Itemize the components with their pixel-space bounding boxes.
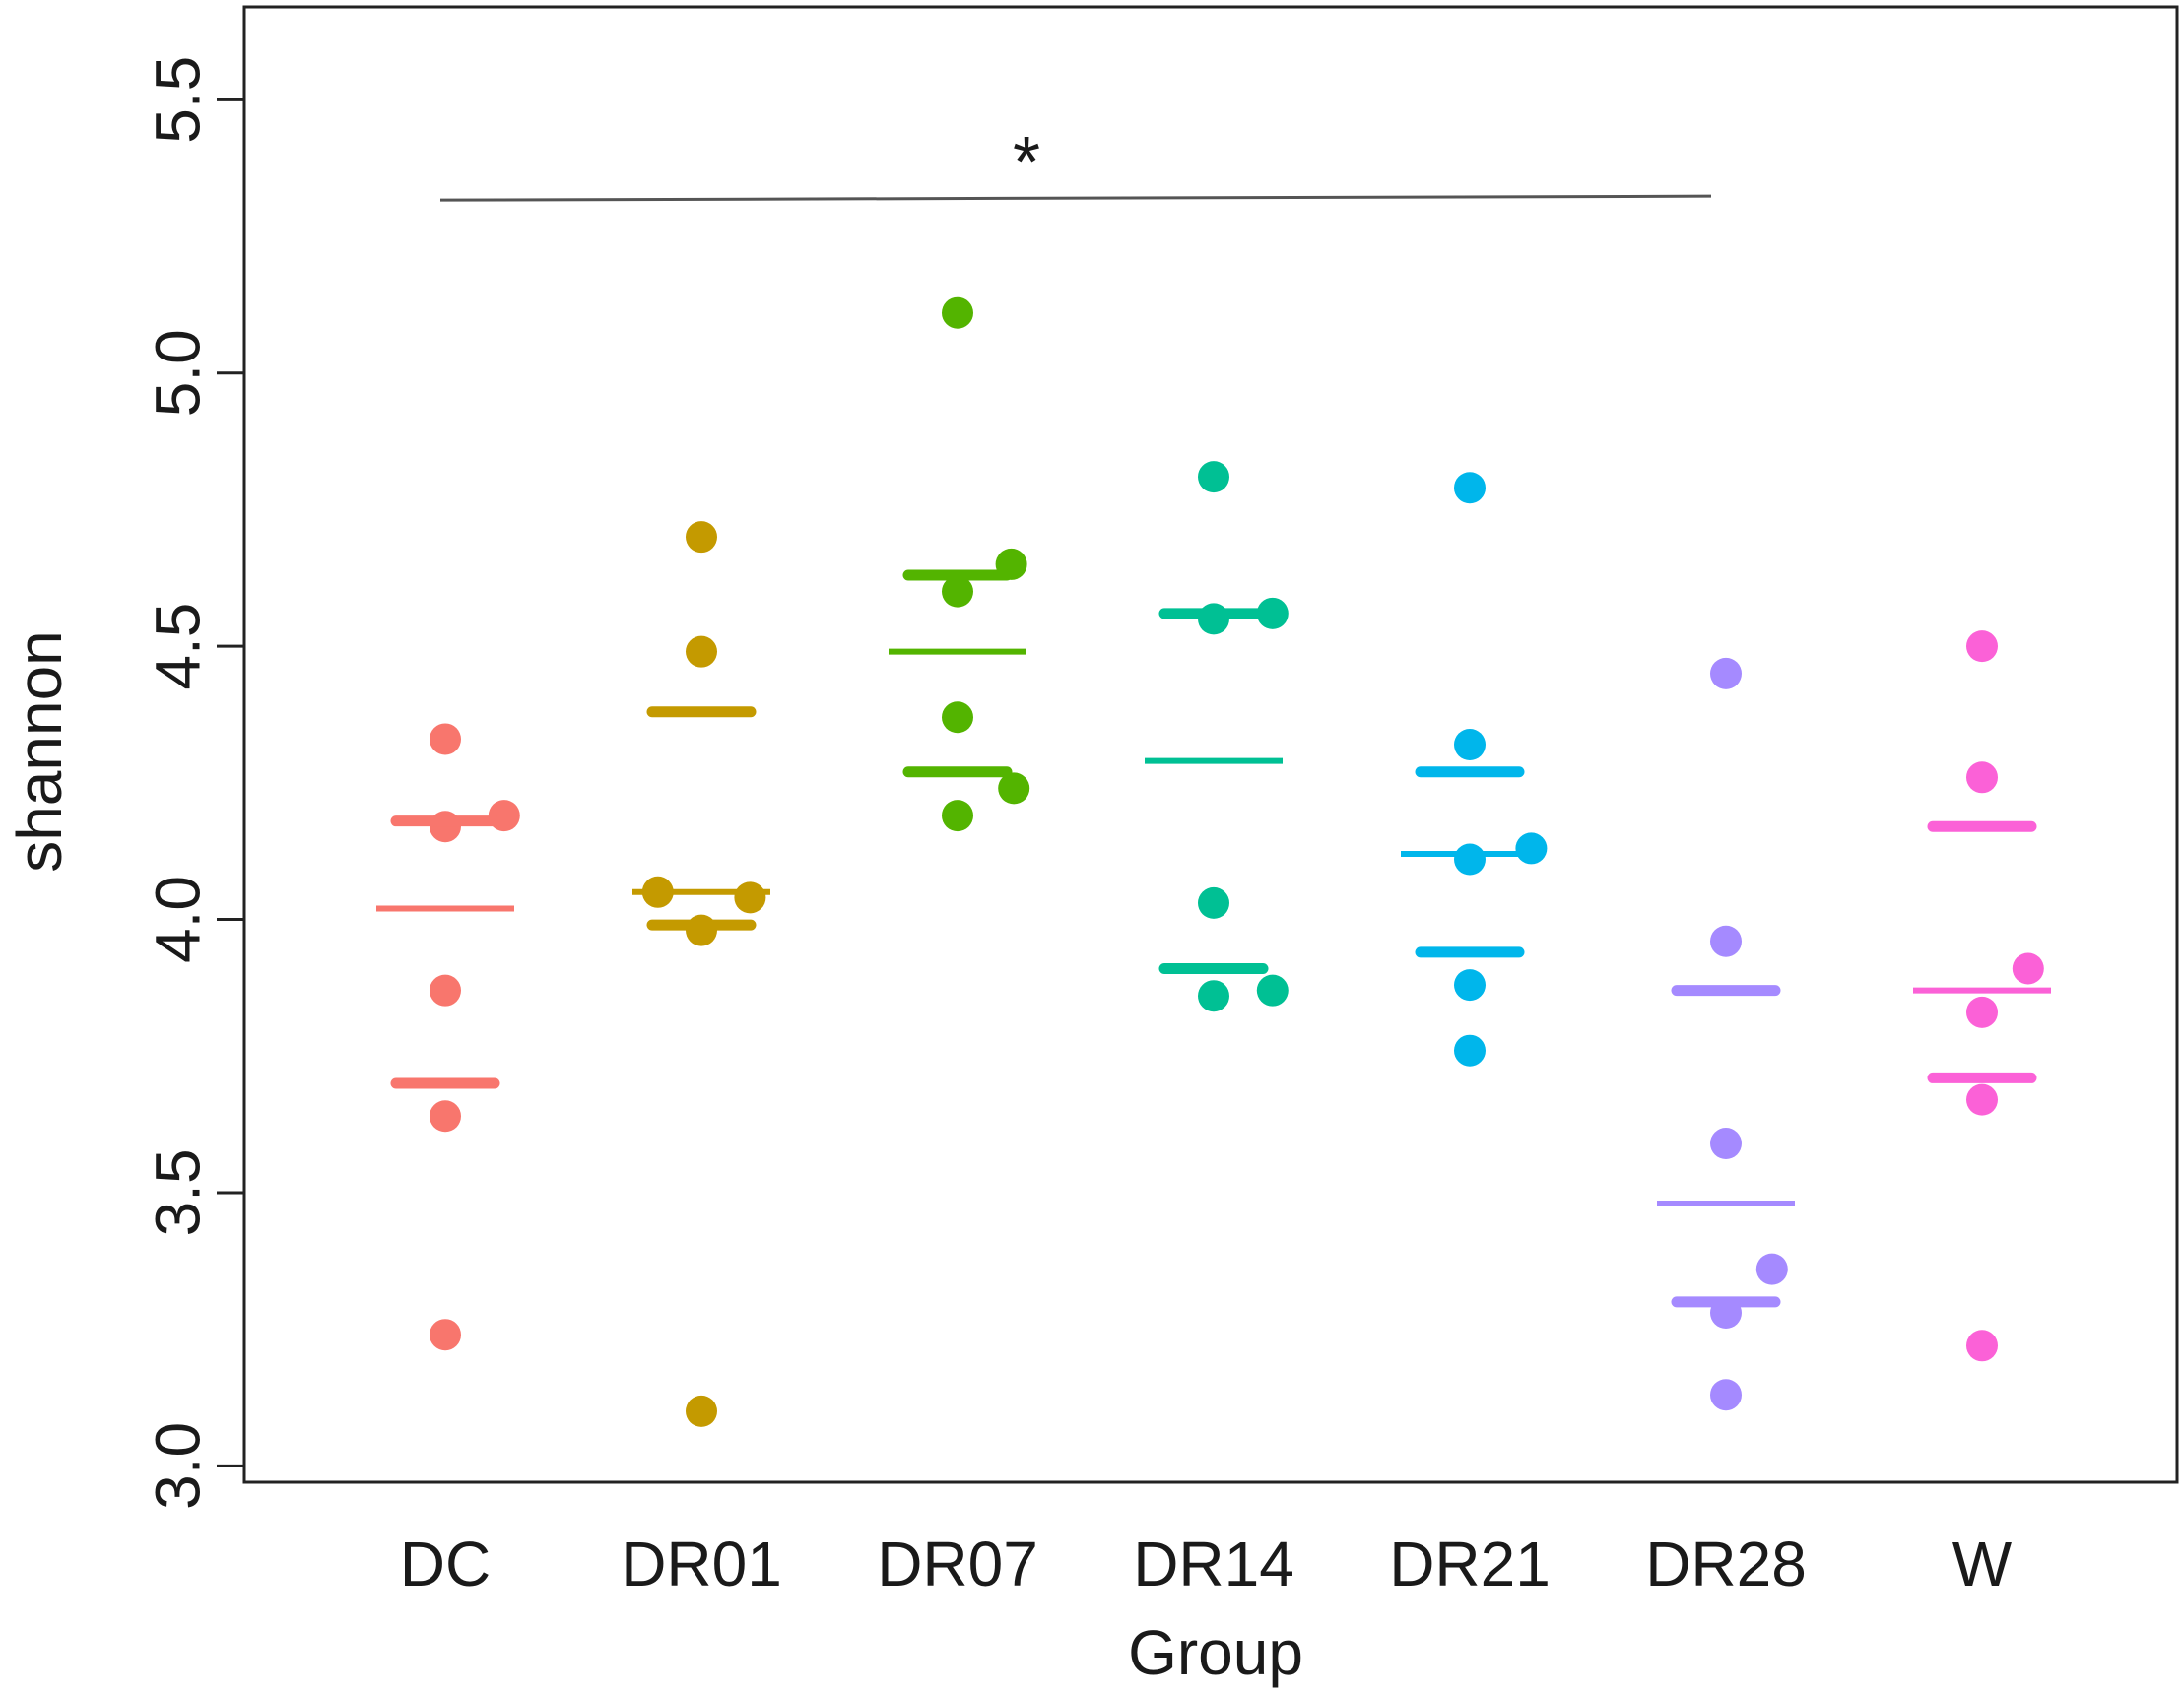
data-point xyxy=(2012,952,2044,985)
data-point xyxy=(1966,1083,1998,1116)
data-point xyxy=(1454,969,1486,1002)
y-tick-label: 4.0 xyxy=(142,876,213,963)
y-axis: 3.0 3.5 4.0 4.5 5.0 5.5 xyxy=(142,56,244,1510)
data-point xyxy=(430,1319,461,1351)
data-point xyxy=(1710,657,1742,689)
x-tick-label: DR07 xyxy=(877,1529,1038,1599)
data-point xyxy=(1966,761,1998,794)
data-point xyxy=(430,1100,461,1133)
data-point xyxy=(430,974,461,1007)
x-tick-label: W xyxy=(1952,1529,2013,1599)
data-point xyxy=(686,914,717,946)
data-point xyxy=(1710,1128,1742,1160)
data-point xyxy=(1966,630,1998,663)
y-axis-title: shannon xyxy=(4,630,75,873)
significance-annotation: * xyxy=(439,123,1712,202)
x-axis: DC DR01 DR07 DR14 DR21 DR28 W xyxy=(400,1529,2013,1599)
data-point xyxy=(942,800,973,832)
data-point xyxy=(942,575,973,608)
data-point xyxy=(1454,472,1486,504)
data-point xyxy=(1454,729,1486,760)
y-tick-label: 3.0 xyxy=(142,1422,213,1510)
data-point xyxy=(942,296,973,329)
significance-bar xyxy=(439,194,1712,202)
group-dr28 xyxy=(1657,657,1795,1411)
y-tick-label: 3.5 xyxy=(142,1148,213,1236)
y-tick-label: 4.5 xyxy=(142,603,213,690)
x-axis-title: Group xyxy=(1128,1617,1303,1688)
data-point xyxy=(1966,1330,1998,1362)
group-dr07 xyxy=(889,296,1030,832)
data-point xyxy=(1198,886,1229,919)
data-point xyxy=(1454,1034,1486,1067)
data-point xyxy=(1710,925,1742,957)
plot-frame xyxy=(242,5,2179,1484)
data-marks xyxy=(376,296,2051,1427)
group-dr01 xyxy=(632,521,770,1427)
data-point xyxy=(1966,996,1998,1028)
data-point xyxy=(1515,832,1548,865)
group-dr14 xyxy=(1145,461,1289,1012)
data-point xyxy=(1755,1253,1788,1285)
data-point xyxy=(686,635,717,668)
x-tick-label: DR21 xyxy=(1389,1529,1551,1599)
y-tick-label: 5.0 xyxy=(142,329,213,417)
data-point xyxy=(1710,1379,1742,1411)
data-point xyxy=(1198,603,1229,635)
data-point xyxy=(1256,974,1289,1007)
x-tick-label: DR01 xyxy=(621,1529,782,1599)
data-point xyxy=(1256,597,1289,629)
data-point xyxy=(734,881,766,914)
group-dc xyxy=(376,723,520,1351)
data-point xyxy=(430,723,461,755)
x-tick-label: DR14 xyxy=(1133,1529,1294,1599)
data-point xyxy=(998,772,1030,805)
data-point xyxy=(686,1395,717,1427)
data-point xyxy=(942,701,973,734)
x-tick-label: DR28 xyxy=(1645,1529,1807,1599)
x-tick-label: DC xyxy=(400,1529,491,1599)
data-point xyxy=(1198,980,1229,1012)
group-w xyxy=(1913,630,2051,1362)
data-point xyxy=(488,800,520,832)
group-dr21 xyxy=(1401,472,1548,1067)
data-point xyxy=(1454,843,1486,876)
y-tick-label: 5.5 xyxy=(142,56,213,144)
data-point xyxy=(1198,461,1229,493)
data-point xyxy=(686,521,717,554)
significance-star: * xyxy=(1013,123,1040,202)
data-point xyxy=(430,811,461,843)
